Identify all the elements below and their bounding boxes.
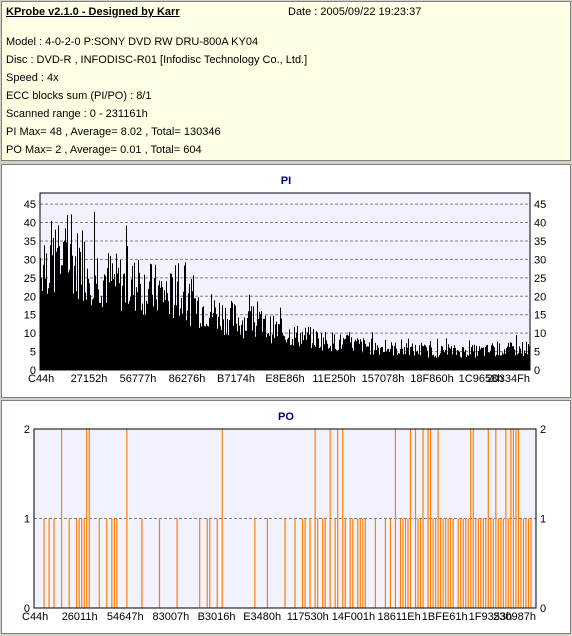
po-chart: 0 0 1 1 2 2 C44h 26011h 54647h 83007h B3016h E3480h… [22, 424, 546, 623]
po-x-tick: 54647h [107, 611, 144, 623]
pi-y-tick-left: 30 [24, 254, 36, 266]
pi-x-tick: 20334Fh [487, 373, 530, 385]
pi-y-tick-left: 45 [24, 199, 36, 211]
pi-y-tick-left: 40 [24, 218, 36, 230]
po-summary-line: PO Max= 2 , Average= 0.01 , Total= 604 [6, 144, 202, 156]
pi-x-tick: C44h [28, 373, 54, 385]
po-x-tick: 117530h [287, 611, 329, 623]
pi-y-tick-right: 10 [534, 328, 546, 340]
po-y-tick-left: 0 [24, 603, 30, 615]
pi-chart: 0 0 5 5 10 10 15 15 20 20 25 25 30 30 35 35 40 40 45 45 C44h… [24, 192, 546, 385]
pi-y-tick-right: 15 [534, 310, 546, 322]
po-y-tick-right: 1 [540, 514, 546, 526]
pi-chart-title: PI [280, 175, 292, 187]
pi-y-tick-right: 25 [534, 273, 546, 285]
pi-y-tick-left: 20 [24, 291, 36, 303]
pi-y-tick-right: 45 [534, 199, 546, 211]
pi-x-tick: 27152h [71, 373, 108, 385]
scan-date: Date : 2005/09/22 19:23:37 [288, 6, 422, 18]
pi-y-tick-left: 10 [24, 328, 36, 340]
po-y-tick-left: 1 [24, 514, 30, 526]
po-chart-panel: PO 0 0 1 1 2 2 C44h 26011h 54647h 83007h B3016h E34… [1, 400, 571, 634]
pi-y-tick-left: 15 [24, 310, 36, 322]
speed-line: Speed : 4x [6, 72, 59, 84]
model-line: Model : 4-0-2-0 P:SONY DVD RW DRU-800A K… [6, 36, 259, 48]
pi-plot-border [39, 192, 531, 371]
disc-line: Disc : DVD-R , INFODISC-R01 [Infodisc Te… [6, 54, 308, 66]
pi-x-tick: 157078h [362, 373, 405, 385]
app-title: KProbe v2.1.0 - Designed by Karr [6, 6, 180, 18]
po-x-tick: 1F9353h [469, 611, 512, 623]
pi-y-tick-left: 25 [24, 273, 36, 285]
pi-y-tick-left: 0 [30, 365, 36, 377]
pi-y-tick-right: 30 [534, 254, 546, 266]
disc-info-panel: KProbe v2.1.0 - Designed by Karr Date : … [1, 1, 571, 161]
po-x-tick: E3480h [243, 611, 281, 623]
po-x-tick: C44h [22, 611, 48, 623]
po-x-tick: 230987h [493, 611, 536, 623]
po-x-tick: 14F001h [332, 611, 375, 623]
pi-x-tick: 18F860h [410, 373, 453, 385]
range-line: Scanned range : 0 - 231161h [6, 108, 148, 120]
pi-y-tick-left: 35 [24, 236, 36, 248]
po-y-tick-left: 2 [24, 424, 30, 436]
po-x-tick: 83007h [153, 611, 190, 623]
pi-x-tick: 11E250h [312, 373, 355, 385]
po-x-tick: B3016h [198, 611, 236, 623]
pi-x-tick: 56777h [120, 373, 157, 385]
pi-x-tick: 1C9658h [459, 373, 504, 385]
pi-chart-panel: PI 0 0 5 5 10 10 15 15 20 20 25 25 30 30 35 35 40 40 45 45 C… [1, 164, 571, 398]
ecc-line: ECC blocks sum (PI/PO) : 8/1 [6, 90, 152, 102]
pi-x-tick: E8E86h [265, 373, 304, 385]
pi-y-tick-right: 20 [534, 291, 546, 303]
po-y-tick-right: 0 [540, 603, 546, 615]
pi-y-tick-right: 40 [534, 218, 546, 230]
pi-y-tick-left: 5 [30, 347, 36, 359]
po-x-tick: 1BFE61h [422, 611, 468, 623]
po-y-tick-right: 2 [540, 424, 546, 436]
pi-x-tick: 86276h [169, 373, 206, 385]
po-x-tick: 18611Eh [377, 611, 420, 623]
pi-x-tick: B7174h [217, 373, 255, 385]
pi-y-tick-right: 0 [534, 365, 540, 377]
po-plot-border [33, 428, 537, 609]
pi-y-tick-right: 35 [534, 236, 546, 248]
po-x-tick: 26011h [62, 611, 98, 623]
pi-y-tick-right: 5 [534, 347, 540, 359]
pi-summary-line: PI Max= 48 , Average= 8.02 , Total= 1303… [6, 126, 221, 138]
po-chart-title: PO [278, 411, 294, 423]
